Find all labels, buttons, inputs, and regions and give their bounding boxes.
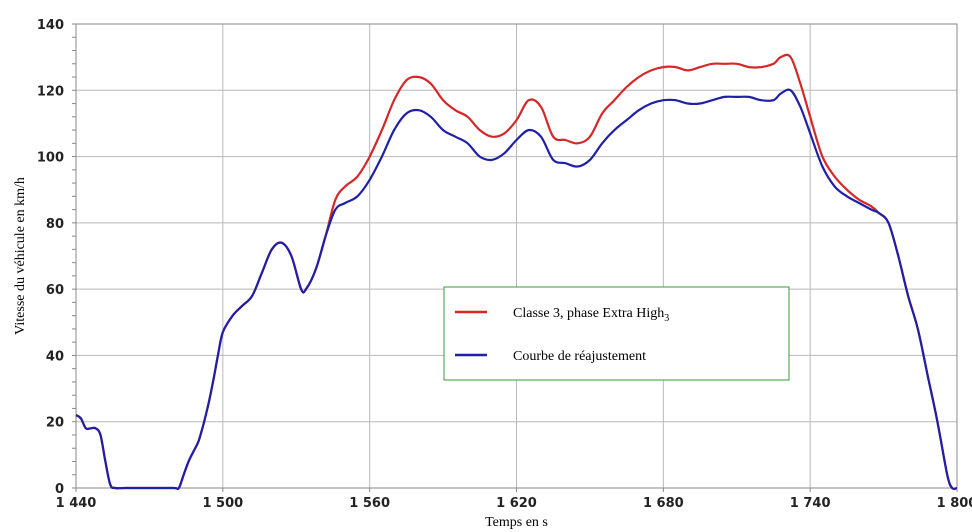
y-axis-title: Vitesse du véhicule en km/h: [13, 177, 28, 335]
y-tick-label: 120: [37, 84, 64, 99]
x-axis-title: Temps en s: [485, 515, 548, 530]
x-tick-label: 1 440: [56, 496, 97, 511]
legend-label-reajustement: Courbe de réajustement: [513, 349, 646, 364]
x-tick-label: 1 560: [349, 496, 390, 511]
y-tick-label: 80: [46, 217, 64, 232]
legend-label-classe-3: Classe 3, phase Extra High3: [513, 306, 669, 324]
y-tick-label: 100: [37, 151, 64, 166]
legend: Classe 3, phase Extra High3 Courbe de ré…: [443, 286, 790, 381]
y-tick-label: 140: [37, 18, 64, 33]
x-tick-label: 1 500: [202, 496, 243, 511]
grid: [75, 23, 958, 489]
x-tick-label: 1 620: [496, 496, 537, 511]
y-tick-label: 60: [46, 283, 64, 298]
legend-label-classe-3-main: Classe 3, phase Extra High: [513, 306, 664, 321]
series-line-reajustement: [75, 88, 958, 491]
y-tick-label: 0: [55, 482, 64, 497]
x-tick-label: 1 740: [790, 496, 831, 511]
legend-label-classe-3-subscript: 3: [664, 313, 669, 324]
legend-box: [443, 286, 790, 381]
y-tick-label: 40: [46, 349, 64, 364]
series-group: [75, 53, 958, 491]
y-tick-label: 20: [46, 416, 64, 431]
x-tick-label: 1 680: [643, 496, 684, 511]
x-tick-label: 1 800: [937, 496, 972, 511]
axes: 1 440 1 500 1 560 1 620 1 680 1 740 1 800 0 20 40…: [37, 18, 972, 511]
